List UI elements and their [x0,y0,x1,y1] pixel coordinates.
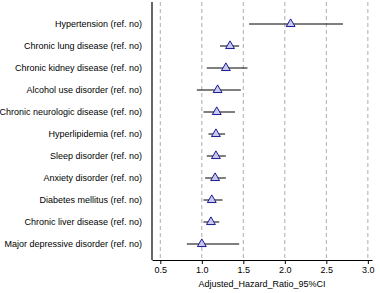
grid-line [160,2,161,260]
hazard-ratio-point [213,85,222,93]
confidence-interval [187,244,239,245]
category-label: Chronic lung disease (ref. no) [24,41,142,51]
hazard-ratio-point [226,41,235,49]
y-tick: Major depressive disorder (ref. no) [4,239,152,249]
grid-line [326,2,327,260]
y-tick: Chronic kidney disease (ref. no) [15,63,152,73]
chart: 0.5 1.0 1.5 2.0 2.5 3.0 Hypertension (ref. no)… [0,0,380,293]
hazard-ratio-point [207,217,216,225]
hazard-ratio-point [207,195,216,203]
y-tick: Anxiety disorder (ref. no) [43,173,152,183]
x-tick-mark [243,260,244,264]
x-tick-label: 2.5 [321,265,334,275]
hazard-ratio-point [211,129,220,137]
x-tick-label: 2.0 [279,265,292,275]
y-axis-line [151,2,152,260]
marks [187,19,343,247]
x-tick-label: 1.0 [196,265,209,275]
x-tick-label: 0.5 [155,265,168,275]
hazard-ratio-point [211,151,220,159]
x-tick: 0.5 [155,260,168,275]
x-tick-mark [285,260,286,264]
x-tick: 1.5 [238,260,251,275]
x-axis-title: Adjusted_Hazard_Ratio_95%CI [198,279,325,289]
category-label: Alcohol use disorder (ref. no) [26,85,142,95]
x-tick: 1.0 [196,260,209,275]
x-tick-mark [326,260,327,264]
grid-line [243,2,244,260]
category-label: Anxiety disorder (ref. no) [43,173,142,183]
category-label: Sleep disorder (ref. no) [50,151,142,161]
y-tick: Hyperlipidemia (ref. no) [48,129,152,139]
x-tick: 3.0 [362,260,375,275]
x-tick-label: 3.0 [362,265,375,275]
x-tick-label: 1.5 [238,265,251,275]
confidence-interval [249,24,343,25]
y-tick: Diabetes mellitus (ref. no) [39,195,152,205]
x-axis: 0.5 1.0 1.5 2.0 2.5 3.0 [153,260,375,275]
x-tick: 2.0 [279,260,292,275]
hazard-ratio-point [211,173,220,181]
category-label: Chronic kidney disease (ref. no) [15,63,142,73]
hazard-ratio-point [221,63,230,71]
y-tick: Hypertension (ref. no) [55,19,152,29]
grid-line [367,2,368,260]
grid [160,2,368,260]
x-tick-mark [368,260,369,264]
category-label: Hypertension (ref. no) [55,19,142,29]
grid-line [284,2,285,260]
y-tick: Sleep disorder (ref. no) [50,151,152,161]
y-tick: Chronic lung disease (ref. no) [24,41,152,51]
grid-line [201,2,202,260]
x-tick-mark [202,260,203,264]
x-tick: 2.5 [321,260,334,275]
hazard-ratio-point [212,107,221,115]
category-label: Chronic neurologic disease (ref. no) [0,107,142,117]
hazard-ratio-point [286,19,295,27]
x-axis-line [153,260,373,261]
category-label: Hyperlipidemia (ref. no) [48,129,142,139]
category-label: Major depressive disorder (ref. no) [4,239,142,249]
category-label: Chronic liver disease (ref. no) [24,217,142,227]
y-tick: Chronic neurologic disease (ref. no) [0,107,152,117]
hazard-ratio-point [197,239,206,247]
y-axis: Hypertension (ref. no) Chronic lung disea… [0,2,152,260]
y-tick: Chronic liver disease (ref. no) [24,217,152,227]
category-label: Diabetes mellitus (ref. no) [39,195,142,205]
y-tick: Alcohol use disorder (ref. no) [26,85,152,95]
x-tick-mark [160,260,161,264]
